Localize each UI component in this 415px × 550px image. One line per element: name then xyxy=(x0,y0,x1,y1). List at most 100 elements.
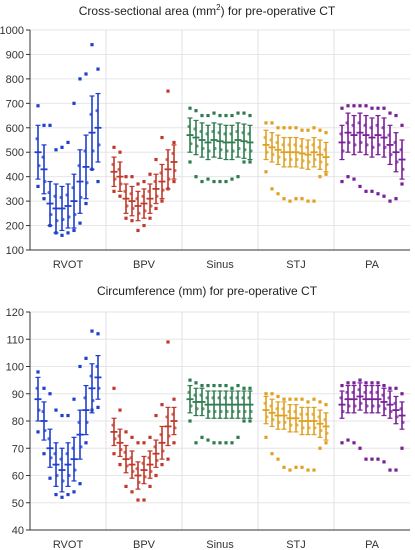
data-point xyxy=(357,388,361,392)
data-point xyxy=(287,143,291,147)
max-point xyxy=(194,109,198,113)
data-point xyxy=(111,162,115,167)
min-point xyxy=(288,199,292,203)
max-point xyxy=(394,113,398,118)
max-point xyxy=(72,397,76,401)
max-point xyxy=(142,179,146,184)
data-point xyxy=(195,144,199,148)
min-point xyxy=(242,419,246,423)
data-point xyxy=(117,434,121,438)
min-point xyxy=(66,231,70,235)
max-point xyxy=(136,441,140,445)
min-point xyxy=(166,457,170,461)
data-point xyxy=(235,396,239,400)
data-point xyxy=(277,155,281,159)
data-point xyxy=(393,140,397,145)
series-sinus xyxy=(186,378,254,445)
data-point xyxy=(147,456,151,460)
min-point xyxy=(352,177,356,181)
data-point xyxy=(97,143,101,147)
max-point xyxy=(388,386,392,390)
max-point xyxy=(306,400,310,404)
data-point xyxy=(83,149,87,153)
min-point xyxy=(318,175,322,179)
max-point xyxy=(346,381,350,385)
min-point xyxy=(160,199,164,203)
max-point xyxy=(48,123,52,127)
min-point xyxy=(270,452,274,456)
min-point xyxy=(194,175,198,179)
series-bpv xyxy=(110,340,178,502)
data-point xyxy=(77,420,81,424)
max-point xyxy=(212,383,216,388)
data-point xyxy=(207,149,211,153)
max-point xyxy=(242,386,246,390)
min-point xyxy=(60,495,64,499)
x-category-label: BPV xyxy=(133,539,156,550)
data-point xyxy=(117,167,121,171)
x-category-label: RVOT xyxy=(53,259,84,271)
max-point xyxy=(248,386,252,390)
data-point xyxy=(235,129,239,134)
data-point xyxy=(219,409,223,414)
max-point xyxy=(318,400,322,404)
data-point xyxy=(89,374,93,378)
chart-panel-2: Circumference (mm) for pre-operative CT 4… xyxy=(6,284,410,550)
min-point xyxy=(36,184,40,189)
min-point xyxy=(148,484,152,488)
data-point xyxy=(381,126,385,130)
min-point xyxy=(188,160,192,164)
min-point xyxy=(112,452,116,456)
chart-panel-1: Cross-sectional area (mm2) for pre-opera… xyxy=(0,3,410,271)
min-point xyxy=(54,231,58,235)
data-point xyxy=(369,126,373,130)
data-point xyxy=(125,464,129,468)
data-point xyxy=(225,409,229,414)
data-point xyxy=(171,151,175,156)
min-point xyxy=(340,441,344,445)
data-point xyxy=(389,153,393,157)
max-point xyxy=(206,113,210,118)
data-point xyxy=(243,409,247,414)
data-point xyxy=(47,437,51,441)
data-point xyxy=(65,193,69,197)
data-point xyxy=(155,458,159,463)
y-tick-label: 500 xyxy=(6,147,24,159)
data-point xyxy=(43,179,47,184)
data-point xyxy=(351,390,355,394)
max-point xyxy=(118,408,122,412)
max-point xyxy=(194,381,198,385)
min-point xyxy=(130,490,134,494)
data-point xyxy=(377,404,381,408)
min-point xyxy=(212,179,216,184)
data-point xyxy=(249,409,253,414)
y-tick-label: 900 xyxy=(6,49,24,61)
min-point xyxy=(236,175,240,179)
max-point xyxy=(206,383,210,388)
data-point xyxy=(161,188,165,192)
max-point xyxy=(90,329,94,333)
series-rvot xyxy=(34,43,102,237)
data-point xyxy=(171,412,175,416)
data-point xyxy=(213,409,217,414)
max-point xyxy=(166,89,170,93)
max-point xyxy=(36,370,40,374)
max-point xyxy=(382,383,386,388)
max-point xyxy=(42,386,46,390)
data-point xyxy=(123,189,127,193)
x-category-label: RVOT xyxy=(53,539,84,550)
data-point xyxy=(359,140,363,145)
data-point xyxy=(201,407,205,411)
min-point xyxy=(346,175,350,179)
max-point xyxy=(172,140,176,145)
data-point xyxy=(271,418,275,422)
min-point xyxy=(312,468,316,472)
min-point xyxy=(230,441,234,445)
max-point xyxy=(188,378,192,382)
y-tick-label: 700 xyxy=(6,98,24,110)
data-point xyxy=(237,409,241,414)
data-point xyxy=(61,217,65,222)
data-point xyxy=(401,167,405,171)
max-point xyxy=(154,413,158,418)
min-point xyxy=(96,405,100,409)
